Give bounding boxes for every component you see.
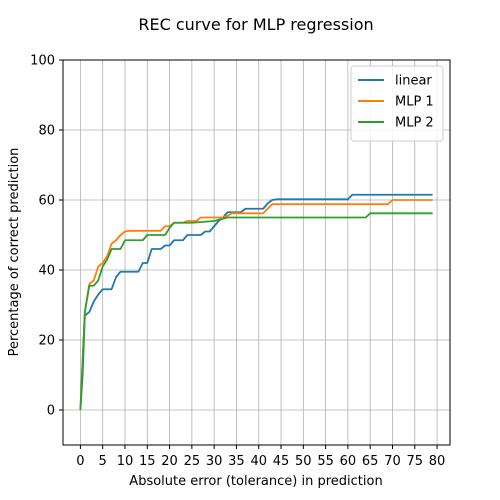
y-tick-label: 20	[38, 334, 55, 349]
series-line-mlp-2	[79, 212, 433, 411]
y-tick-label: 80	[38, 124, 55, 139]
series-line-mlp-1	[79, 199, 433, 411]
x-ticks: 0 5 10 15 20 25 30 35 40 45 50 55 60 65 70 75 80	[76, 445, 445, 469]
y-tick-label: 60	[38, 194, 55, 209]
legend-label-mlp-1: MLP 1	[395, 95, 434, 110]
x-axis-label: Absolute error (tolerance) in prediction	[129, 474, 382, 489]
series-layer	[79, 193, 433, 411]
x-tick-label: 50	[295, 454, 312, 469]
x-tick-label: 15	[139, 454, 156, 469]
chart-title: REC curve for MLP regression	[138, 15, 373, 34]
x-tick-label: 70	[384, 454, 401, 469]
y-tick-label: 0	[47, 404, 55, 419]
y-tick-label: 40	[38, 264, 55, 279]
y-tick-label: 100	[30, 54, 55, 69]
series-line-linear	[79, 193, 433, 411]
grid	[63, 59, 450, 445]
x-tick-label: 20	[161, 454, 178, 469]
x-tick-label: 45	[273, 454, 290, 469]
x-tick-label: 35	[228, 454, 245, 469]
x-tick-label: 55	[317, 454, 334, 469]
x-tick-label: 60	[340, 454, 357, 469]
y-ticks: 0 20 40 60 80 100	[30, 54, 63, 419]
x-tick-label: 10	[117, 454, 134, 469]
legend-label-linear: linear	[395, 74, 432, 89]
legend: linear MLP 1 MLP 2	[350, 65, 444, 142]
x-tick-label: 40	[250, 454, 267, 469]
x-tick-label: 30	[206, 454, 223, 469]
x-tick-label: 75	[407, 454, 424, 469]
x-tick-label: 0	[76, 454, 84, 469]
x-tick-label: 65	[362, 454, 379, 469]
plot-frame	[62, 59, 451, 446]
y-axis-label: Percentage of correct prediction	[7, 148, 22, 357]
legend-label-mlp-2: MLP 2	[395, 116, 434, 131]
x-tick-label: 25	[184, 454, 201, 469]
x-tick-label: 80	[429, 454, 446, 469]
x-tick-label: 5	[99, 454, 107, 469]
